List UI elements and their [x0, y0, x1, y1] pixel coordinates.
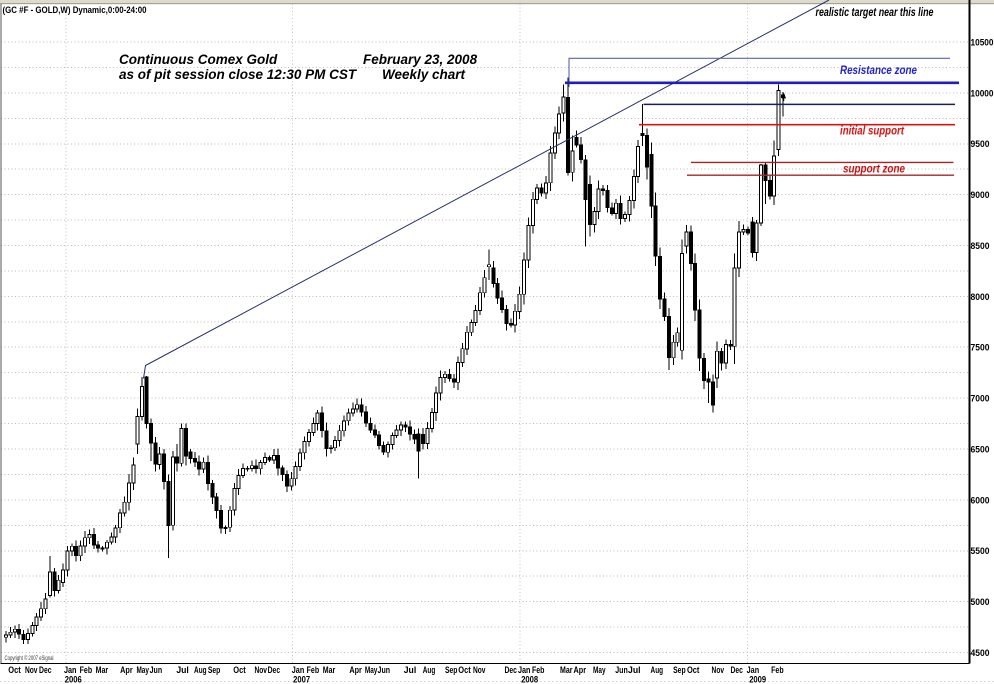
svg-text:Jan: Jan: [292, 665, 305, 675]
svg-text:Jan: Jan: [518, 665, 531, 675]
svg-text:Apr: Apr: [574, 665, 587, 675]
svg-text:6000: 6000: [971, 495, 990, 506]
svg-text:Jul: Jul: [176, 665, 189, 675]
svg-text:May: May: [593, 665, 606, 675]
svg-text:Copyright © 2007 eSignal: Copyright © 2007 eSignal: [5, 655, 54, 662]
svg-text:2006: 2006: [65, 675, 82, 684]
svg-text:Oct: Oct: [687, 665, 700, 675]
svg-text:Resistance zone: Resistance zone: [840, 63, 917, 77]
svg-text:Nov: Nov: [25, 665, 38, 675]
svg-text:Weekly chart: Weekly chart: [382, 67, 466, 82]
svg-text:Nov: Nov: [473, 665, 486, 675]
svg-text:Dec: Dec: [268, 665, 281, 675]
svg-text:Sep: Sep: [673, 665, 686, 675]
svg-text:Oct: Oct: [458, 665, 471, 675]
svg-text:realistic target near this lin: realistic target near this line: [816, 7, 934, 19]
svg-text:February 23, 2008: February 23, 2008: [363, 52, 478, 67]
svg-text:8000: 8000: [971, 292, 990, 303]
svg-text:Aug: Aug: [423, 665, 436, 675]
svg-text:Aug: Aug: [651, 665, 664, 675]
svg-text:Oct: Oct: [8, 665, 21, 675]
svg-text:5000: 5000: [971, 597, 990, 608]
svg-text:8500: 8500: [971, 241, 990, 252]
svg-text:Feb: Feb: [771, 665, 784, 675]
svg-text:May: May: [365, 665, 378, 675]
svg-text:9500: 9500: [971, 139, 990, 150]
svg-text:10500: 10500: [971, 37, 994, 48]
svg-text:Sep: Sep: [445, 665, 458, 675]
svg-text:Mar: Mar: [96, 665, 109, 675]
svg-text:6500: 6500: [971, 444, 990, 455]
svg-text:Mar: Mar: [323, 665, 336, 675]
svg-text:5500: 5500: [971, 546, 990, 557]
svg-text:Apr: Apr: [120, 665, 133, 675]
svg-text:Oct: Oct: [233, 665, 246, 675]
svg-text:Jun: Jun: [615, 665, 628, 675]
svg-text:support zone: support zone: [843, 164, 906, 176]
svg-text:Feb: Feb: [307, 665, 320, 675]
svg-text:Jun: Jun: [378, 665, 391, 675]
svg-text:Continuous Comex Gold: Continuous Comex Gold: [119, 52, 278, 67]
svg-text:2009: 2009: [749, 675, 766, 684]
svg-text:Aug: Aug: [194, 665, 207, 675]
svg-text:Dec: Dec: [504, 665, 517, 675]
svg-text:4500: 4500: [971, 648, 990, 659]
svg-text:7500: 7500: [971, 343, 990, 354]
svg-text:Nov: Nov: [712, 665, 725, 675]
svg-text:Mar: Mar: [560, 665, 573, 675]
svg-text:Jan: Jan: [747, 665, 760, 675]
svg-text:May: May: [136, 665, 149, 675]
svg-text:Jul: Jul: [628, 665, 641, 675]
svg-text:Jan: Jan: [64, 665, 77, 675]
svg-text:7000: 7000: [971, 394, 990, 405]
svg-text:as of pit session close 12:30: as of pit session close 12:30 PM CST: [119, 67, 358, 82]
svg-text:Jul: Jul: [404, 665, 417, 675]
svg-text:Dec: Dec: [730, 665, 743, 675]
svg-text:10000: 10000: [971, 88, 994, 99]
svg-text:initial support: initial support: [840, 126, 905, 138]
svg-text:Feb: Feb: [80, 665, 93, 675]
svg-text:2007: 2007: [293, 675, 310, 684]
svg-text:Feb: Feb: [532, 665, 545, 675]
svg-text:Sep: Sep: [208, 665, 221, 675]
svg-text:Apr: Apr: [349, 665, 362, 675]
svg-text:Nov: Nov: [254, 665, 267, 675]
svg-text:Jun: Jun: [150, 665, 163, 675]
svg-text:Dec: Dec: [39, 665, 52, 675]
svg-text:(GC #F - GOLD,W) Dynamic,0:00-: (GC #F - GOLD,W) Dynamic,0:00-24:00: [3, 5, 147, 15]
svg-text:9000: 9000: [971, 190, 990, 201]
svg-text:2008: 2008: [521, 675, 538, 684]
